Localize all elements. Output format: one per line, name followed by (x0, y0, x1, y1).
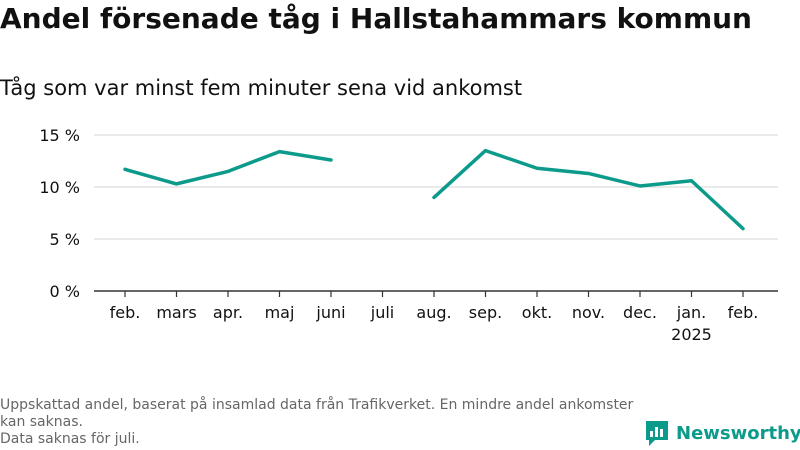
footnote-line-1: Uppskattad andel, baserat på insamlad da… (0, 397, 634, 430)
chart-subtitle: Tåg som var minst fem minuter sena vid a… (0, 76, 523, 100)
x-tick-label: juli (370, 303, 394, 322)
x-tick-label: nov. (572, 303, 605, 322)
axis-layer (94, 290, 778, 297)
x-tick-label: sep. (469, 303, 502, 322)
x-tick-label: okt. (522, 303, 552, 322)
x-tick-label: aug. (416, 303, 451, 322)
series-layer (123, 148, 745, 231)
footnote: Uppskattad andel, baserat på insamlad da… (0, 397, 640, 448)
x-tick-label: jan. (676, 303, 706, 322)
y-tick-label: 15 % (39, 126, 80, 145)
brand-name: Newsworthy (676, 422, 800, 444)
x-tick-sublabel: 2025 (671, 325, 712, 344)
y-tick-label: 10 % (39, 178, 80, 197)
x-tick-label: feb. (110, 303, 141, 322)
label-layer: 0 % 5 % 10 % 15 % feb. mars apr. maj juni juli aug… (39, 126, 758, 344)
x-tick-label: dec. (623, 303, 657, 322)
y-tick-label: 5 % (50, 230, 80, 249)
x-tick-label: maj (265, 303, 295, 322)
chart-title: Andel försenade tåg i Hallstahammars kom… (0, 2, 752, 35)
series-line-segment (123, 149, 333, 186)
newsworthy-logo-icon (646, 421, 668, 446)
grid-layer (94, 134, 778, 240)
x-tick-label: juni (315, 303, 345, 322)
series-line-segment (432, 148, 745, 231)
footnote-line-2: Data saknas för juli. (0, 431, 140, 447)
line-chart: 0 % 5 % 10 % 15 % feb. mars apr. maj juni juli aug… (39, 126, 778, 344)
x-tick-label: feb. (728, 303, 759, 322)
y-tick-label: 0 % (50, 282, 80, 301)
x-tick-label: mars (156, 303, 196, 322)
brand-logo: Newsworthy (644, 419, 800, 447)
x-tick-label: apr. (213, 303, 243, 322)
